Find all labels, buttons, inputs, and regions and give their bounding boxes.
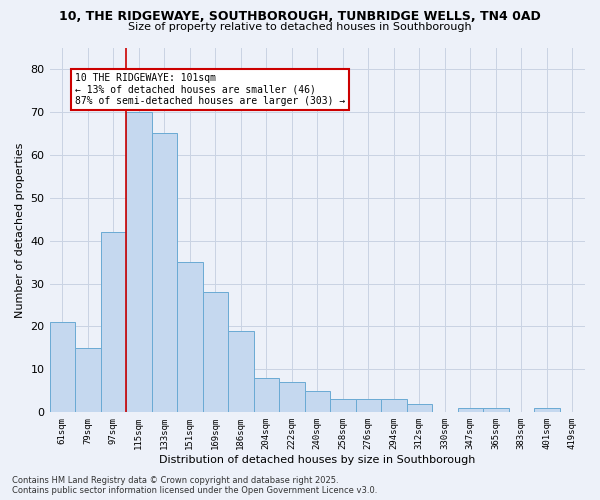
Text: Size of property relative to detached houses in Southborough: Size of property relative to detached ho… <box>128 22 472 32</box>
Bar <box>534 408 560 412</box>
Bar <box>305 391 330 412</box>
X-axis label: Distribution of detached houses by size in Southborough: Distribution of detached houses by size … <box>159 455 475 465</box>
Text: Contains HM Land Registry data © Crown copyright and database right 2025.
Contai: Contains HM Land Registry data © Crown c… <box>12 476 377 495</box>
Bar <box>203 292 228 412</box>
Bar <box>50 322 75 412</box>
Bar <box>483 408 509 412</box>
Bar <box>177 262 203 412</box>
Bar <box>279 382 305 412</box>
Y-axis label: Number of detached properties: Number of detached properties <box>15 142 25 318</box>
Bar <box>228 331 254 412</box>
Bar <box>152 134 177 412</box>
Text: 10 THE RIDGEWAYE: 101sqm
← 13% of detached houses are smaller (46)
87% of semi-d: 10 THE RIDGEWAYE: 101sqm ← 13% of detach… <box>75 74 345 106</box>
Text: 10, THE RIDGEWAYE, SOUTHBOROUGH, TUNBRIDGE WELLS, TN4 0AD: 10, THE RIDGEWAYE, SOUTHBOROUGH, TUNBRID… <box>59 10 541 23</box>
Bar <box>101 232 126 412</box>
Bar <box>356 400 381 412</box>
Bar <box>330 400 356 412</box>
Bar <box>126 112 152 412</box>
Bar <box>254 378 279 412</box>
Bar <box>458 408 483 412</box>
Bar <box>407 404 432 412</box>
Bar <box>75 348 101 412</box>
Bar <box>381 400 407 412</box>
